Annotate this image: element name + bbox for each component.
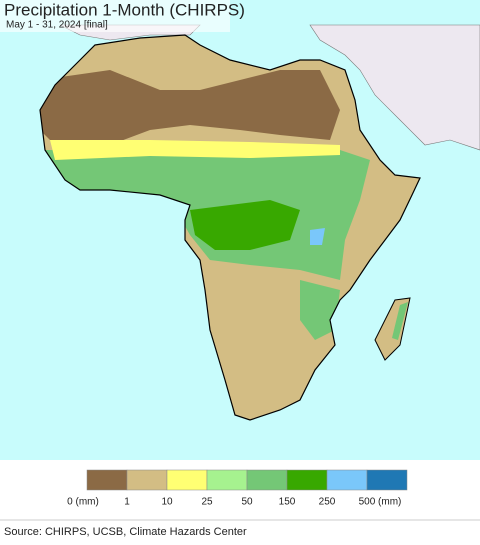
congo-basin: [190, 200, 300, 250]
title: Precipitation 1-Month (CHIRPS): [4, 0, 245, 19]
legend: 0 (mm) 1 10 25 50 150 250 500 (mm): [67, 469, 408, 508]
legend-label: 150: [279, 497, 296, 508]
legend-swatch: [206, 469, 248, 491]
east-wet: [300, 280, 340, 340]
legend-label: 1: [124, 497, 130, 508]
legend-swatch: [286, 469, 328, 491]
legend-label: 0 (mm): [67, 497, 99, 508]
sahel: [50, 140, 340, 160]
legend-swatch: [326, 469, 368, 491]
legend-label: 250: [319, 497, 336, 508]
subtitle: May 1 - 31, 2024 [final]: [6, 20, 108, 31]
legend-swatch: [246, 469, 288, 491]
legend-swatch: [366, 469, 408, 491]
source: Source: CHIRPS, UCSB, Climate Hazards Ce…: [4, 526, 247, 538]
legend-label: 500 (mm): [359, 497, 402, 508]
title-box: [0, 0, 230, 32]
sahara: [40, 70, 340, 150]
legend-swatch: [126, 469, 168, 491]
legend-label: 50: [241, 497, 253, 508]
lake-victoria: [310, 228, 325, 245]
madagascar-wet: [392, 302, 408, 340]
legend-label: 25: [201, 497, 213, 508]
middle-east: [309, 24, 480, 151]
legend-swatch: [166, 469, 208, 491]
africa-outline: [39, 34, 421, 421]
legend-label: 10: [161, 497, 173, 508]
legend-swatch: [86, 469, 128, 491]
